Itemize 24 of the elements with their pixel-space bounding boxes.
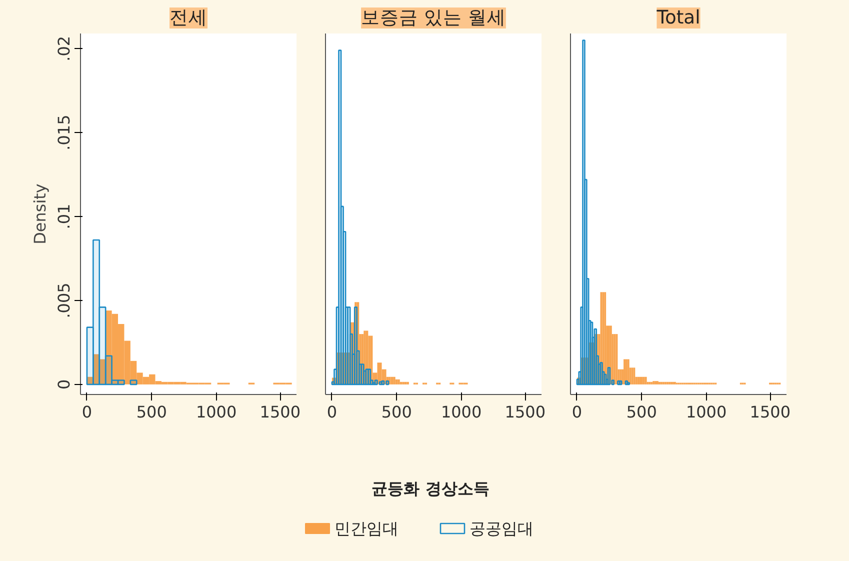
chart-title: 전세 <box>170 8 208 28</box>
x-tick-label: 0 <box>82 402 92 422</box>
x-tick-label: 1000 <box>196 402 237 422</box>
x-tick-label: 1000 <box>440 402 482 422</box>
x-tick-label: 500 <box>626 402 657 422</box>
legend-label: 민간임대 <box>334 519 398 538</box>
x-tick-label: 0 <box>572 402 582 422</box>
y-tick-label: .015 <box>54 114 74 150</box>
y-tick-label: .005 <box>54 282 74 318</box>
y-tick-label: 0 <box>54 379 74 390</box>
x-tick-label: 0 <box>326 402 338 422</box>
y-tick-label: .01 <box>54 204 74 230</box>
chart-title: 보증금 있는 월세 <box>361 8 506 28</box>
x-tick-label: 500 <box>381 402 412 422</box>
legend-label: 공공임대 <box>470 519 534 538</box>
x-tick-label: 500 <box>136 402 167 422</box>
x-tick-label: 1500 <box>504 402 546 422</box>
y-tick-label: .02 <box>54 36 74 62</box>
x-axis-title: 균등화 경상소득 <box>372 479 490 498</box>
x-tick-label: 1500 <box>260 402 300 422</box>
y-axis-title: Density <box>30 184 50 244</box>
x-tick-label: 1500 <box>750 402 790 422</box>
chart-title: Total <box>656 8 700 28</box>
x-tick-label: 1000 <box>686 402 727 422</box>
